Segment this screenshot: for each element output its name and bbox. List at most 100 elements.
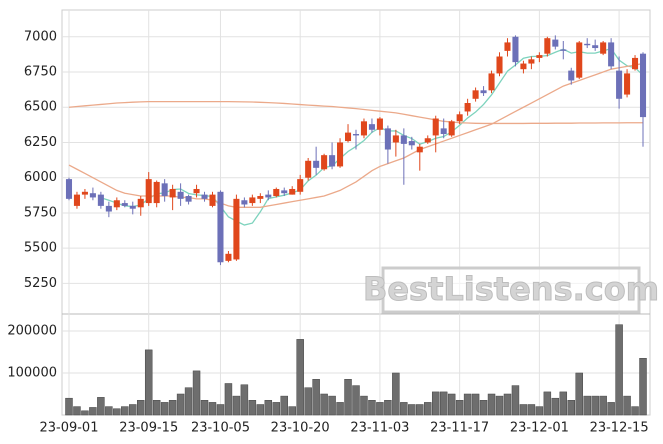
candle-body xyxy=(504,42,511,51)
volume-bar xyxy=(248,400,257,416)
volume-bar xyxy=(368,400,376,416)
x-tick-label: 23-12-15 xyxy=(590,421,649,436)
volume-bar xyxy=(455,400,464,416)
volume-bar xyxy=(160,402,169,416)
volume-bar xyxy=(591,395,599,416)
volume-bar xyxy=(208,402,217,416)
volume-bar xyxy=(232,395,241,416)
x-tick-label: 23-10-20 xyxy=(271,421,330,436)
candle-body xyxy=(185,196,192,202)
volume-bar xyxy=(527,404,536,416)
y-tick-label: 5750 xyxy=(24,205,57,220)
candle-body xyxy=(368,124,375,130)
candle-body xyxy=(233,198,240,260)
candle-body xyxy=(113,200,120,208)
candle-body xyxy=(616,70,623,99)
volume-bar xyxy=(336,402,344,416)
volume-tick-label: 200000 xyxy=(7,323,57,338)
candle-body xyxy=(145,179,152,204)
volume-bar xyxy=(280,395,288,416)
candle-body xyxy=(400,135,407,144)
candle-body xyxy=(65,179,73,199)
volume-bar xyxy=(216,404,225,416)
candle-body xyxy=(552,39,559,47)
volume-bar xyxy=(447,393,456,416)
candle-body xyxy=(137,198,144,208)
candle-body xyxy=(129,205,136,209)
candle-body xyxy=(432,118,439,136)
candle-body xyxy=(273,188,280,197)
candle-body xyxy=(177,191,184,199)
candle-body xyxy=(249,197,256,204)
candle-body xyxy=(289,188,296,195)
volume-bar xyxy=(408,404,416,416)
candle-body xyxy=(496,56,503,74)
candle-body xyxy=(456,114,463,122)
candle-body xyxy=(337,142,344,167)
volume-bar xyxy=(200,400,209,416)
volume-bar xyxy=(439,391,448,416)
candle-body xyxy=(536,55,543,58)
volume-bar xyxy=(487,393,496,416)
y-tick-label: 5500 xyxy=(24,241,57,256)
candle-body xyxy=(624,73,631,95)
candle-body xyxy=(568,70,575,81)
volume-bar xyxy=(376,402,384,416)
volume-bar xyxy=(352,385,360,416)
volume-bar xyxy=(97,397,105,416)
volume-bar xyxy=(503,393,512,416)
candle-body xyxy=(632,57,639,70)
candle-body xyxy=(217,191,224,263)
volume-bar xyxy=(615,324,623,416)
candle-body xyxy=(440,128,447,135)
y-tick-label: 6250 xyxy=(24,135,57,150)
volume-bar xyxy=(272,402,281,416)
y-tick-label: 6750 xyxy=(24,65,57,80)
volume-bar xyxy=(360,395,368,416)
volume-bar xyxy=(121,406,129,416)
candle-body xyxy=(73,194,80,206)
candle-body xyxy=(297,179,304,192)
volume-bar xyxy=(575,372,583,416)
watermark-frame xyxy=(381,266,641,314)
volume-bar xyxy=(304,387,312,416)
candle-body xyxy=(169,188,176,198)
volume-bar xyxy=(328,395,336,416)
candle-body xyxy=(392,135,399,143)
volume-bar xyxy=(288,406,296,416)
volume-bar xyxy=(176,393,185,416)
volume-bar xyxy=(424,402,432,416)
candle-body xyxy=(329,155,336,167)
volume-bar xyxy=(471,393,480,416)
candle-body xyxy=(448,121,455,136)
volume-bar xyxy=(73,406,81,416)
y-tick-label: 5250 xyxy=(24,276,57,291)
candle-body xyxy=(408,141,415,146)
volume-bar xyxy=(639,358,647,416)
candle-body xyxy=(376,118,383,130)
volume-bar xyxy=(551,397,560,416)
candle-body xyxy=(321,155,328,170)
candle-body xyxy=(584,43,591,46)
x-tick-label: 23-09-01 xyxy=(39,421,98,436)
volume-bar xyxy=(495,395,504,416)
volume-bar xyxy=(192,370,201,416)
volume-bar xyxy=(400,402,408,416)
volume-bar xyxy=(535,406,544,416)
candle-body xyxy=(201,194,208,199)
candle-body xyxy=(592,45,599,49)
volume-bar xyxy=(431,391,440,416)
candle-body xyxy=(305,160,312,178)
candle-body xyxy=(257,196,264,199)
x-tick-label: 23-09-15 xyxy=(119,421,178,436)
candle-body xyxy=(424,138,431,143)
candle-body xyxy=(480,90,487,94)
x-tick-label: 23-10-05 xyxy=(191,421,250,436)
x-tick-label: 23-11-03 xyxy=(350,421,409,436)
candle-body xyxy=(528,59,535,64)
candle-body xyxy=(520,63,527,70)
y-tick-label: 6500 xyxy=(24,100,57,115)
candle-body xyxy=(209,194,216,206)
volume-bar xyxy=(416,404,424,416)
